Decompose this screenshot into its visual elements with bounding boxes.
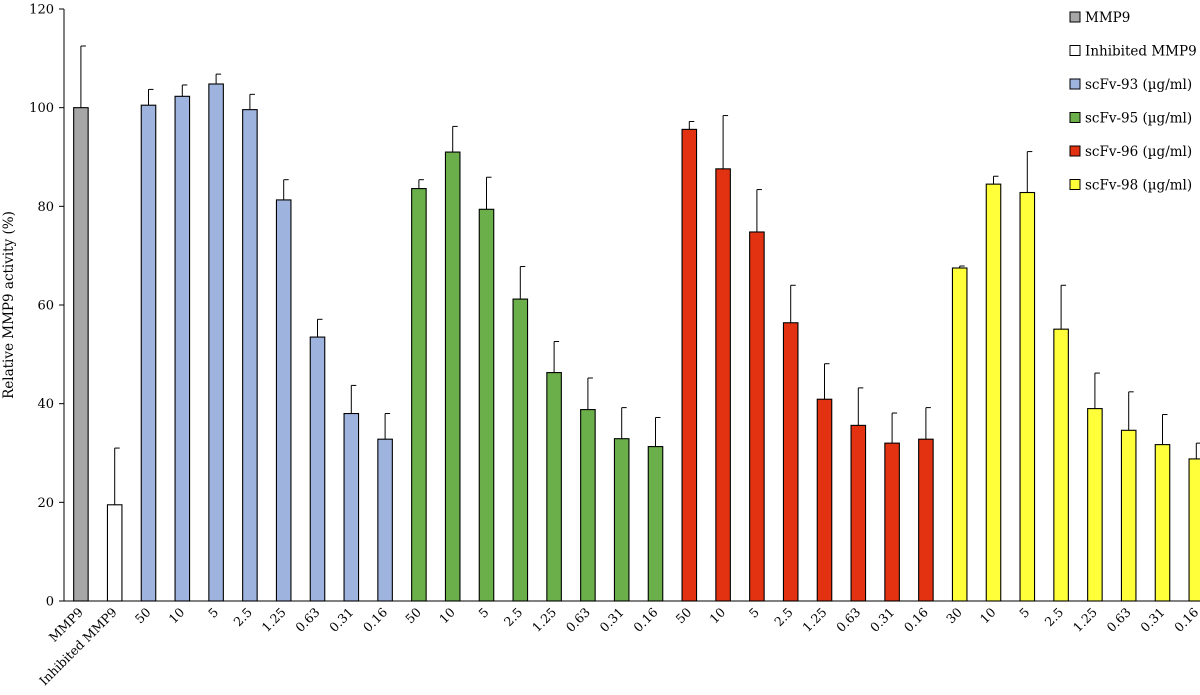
x-tick-label: 0.16 xyxy=(360,604,390,634)
bar xyxy=(681,128,698,602)
bar xyxy=(478,208,495,602)
bar xyxy=(1154,444,1171,602)
x-tick-label: 0.31 xyxy=(326,605,356,635)
legend-label: scFv-93 (µg/ml) xyxy=(1085,77,1192,93)
y-tick-label: 100 xyxy=(29,101,54,116)
y-tick-label: 80 xyxy=(37,200,54,215)
legend-swatch xyxy=(1069,45,1081,56)
bar xyxy=(73,107,89,602)
x-tick-label: 10 xyxy=(166,604,188,626)
bar xyxy=(106,504,123,602)
bar xyxy=(715,168,731,602)
x-tick-label: 1.25 xyxy=(1070,605,1100,635)
y-tick-label: 0 xyxy=(46,595,54,610)
legend-swatch xyxy=(1069,145,1081,157)
x-tick-label: 1.25 xyxy=(259,605,289,635)
legend-label: Inhibited MMP9 xyxy=(1085,44,1197,60)
x-tick-label: 0.31 xyxy=(1137,605,1167,635)
bar xyxy=(1120,429,1137,602)
x-tick-label: 5 xyxy=(205,605,221,621)
x-tick-label: 5 xyxy=(475,605,491,621)
x-tick-label: 10 xyxy=(706,604,728,626)
bar xyxy=(242,109,258,602)
error-bars xyxy=(80,45,1200,505)
bar xyxy=(140,104,157,602)
bar xyxy=(647,446,664,602)
bar xyxy=(377,438,393,602)
x-tick-label: 2.5 xyxy=(230,605,255,630)
x-tick-label: 2.5 xyxy=(1042,605,1067,630)
x-tick-label: 0.63 xyxy=(292,604,322,634)
bar xyxy=(918,438,934,602)
bar xyxy=(1053,328,1069,602)
bar xyxy=(985,183,1002,602)
x-tick-label: 0.31 xyxy=(597,605,627,635)
bar xyxy=(613,438,630,602)
x-tick-label: 2.5 xyxy=(771,605,796,630)
y-axis-title: Relative MMP9 activity (%) xyxy=(1,211,17,399)
bar xyxy=(749,231,765,602)
x-tick-label: 0.63 xyxy=(1104,604,1134,634)
legend-label: scFv-96 (µg/ml) xyxy=(1085,144,1192,160)
bar xyxy=(884,442,900,602)
legend-swatch xyxy=(1069,78,1081,90)
x-tick-label: 1.25 xyxy=(529,605,559,635)
x-tick-label: 50 xyxy=(402,604,424,626)
x-tick-label: 1.25 xyxy=(799,605,829,635)
x-tick-label: 10 xyxy=(977,604,999,626)
bar xyxy=(1019,191,1036,602)
bar xyxy=(512,298,529,602)
y-tick-label: 20 xyxy=(37,496,54,511)
bar xyxy=(275,199,292,602)
legend: MMP9 Inhibited MMP9 scFv-93 (µg/ml) scFv-95… xyxy=(1069,10,1197,194)
bar xyxy=(850,424,867,602)
bar xyxy=(343,412,360,602)
bar xyxy=(444,151,461,602)
bar xyxy=(816,398,833,602)
x-tick-label: 5 xyxy=(746,605,762,621)
bar xyxy=(411,188,427,602)
x-tick-label: 0.16 xyxy=(630,604,660,634)
legend-swatch xyxy=(1069,11,1081,23)
x-tick-label: 5 xyxy=(1016,605,1032,621)
bar xyxy=(951,267,968,602)
y-tick-label: 40 xyxy=(37,397,54,412)
bar xyxy=(782,322,799,602)
x-tick-label: 0.63 xyxy=(833,604,863,634)
bar xyxy=(309,336,326,602)
x-tick-label: 30 xyxy=(943,604,965,626)
x-tick-label: 10 xyxy=(436,604,458,626)
y-tick-label: 60 xyxy=(37,299,54,314)
bar xyxy=(208,83,224,602)
bar xyxy=(546,372,562,602)
legend-swatch xyxy=(1069,112,1081,123)
legend-label: scFv-95 (µg/ml) xyxy=(1085,111,1192,127)
x-tick-label: 0.16 xyxy=(901,604,931,634)
x-tick-label: 0.31 xyxy=(867,605,897,635)
x-tick-label: 50 xyxy=(132,604,154,626)
legend-label: MMP9 xyxy=(1085,10,1130,26)
legend-swatch xyxy=(1069,179,1081,190)
x-tick-label: 2.5 xyxy=(501,605,526,630)
bar xyxy=(174,95,191,602)
bar xyxy=(1087,408,1103,602)
x-tick-label: 0.63 xyxy=(563,604,593,634)
x-tick-label: 0.16 xyxy=(1171,604,1200,634)
bars xyxy=(73,83,1200,602)
legend-label: scFv-98 (µg/ml) xyxy=(1085,178,1192,194)
bar xyxy=(1188,458,1200,602)
bar xyxy=(580,409,596,602)
y-tick-label: 120 xyxy=(29,3,54,18)
x-tick-label: 50 xyxy=(673,604,695,626)
